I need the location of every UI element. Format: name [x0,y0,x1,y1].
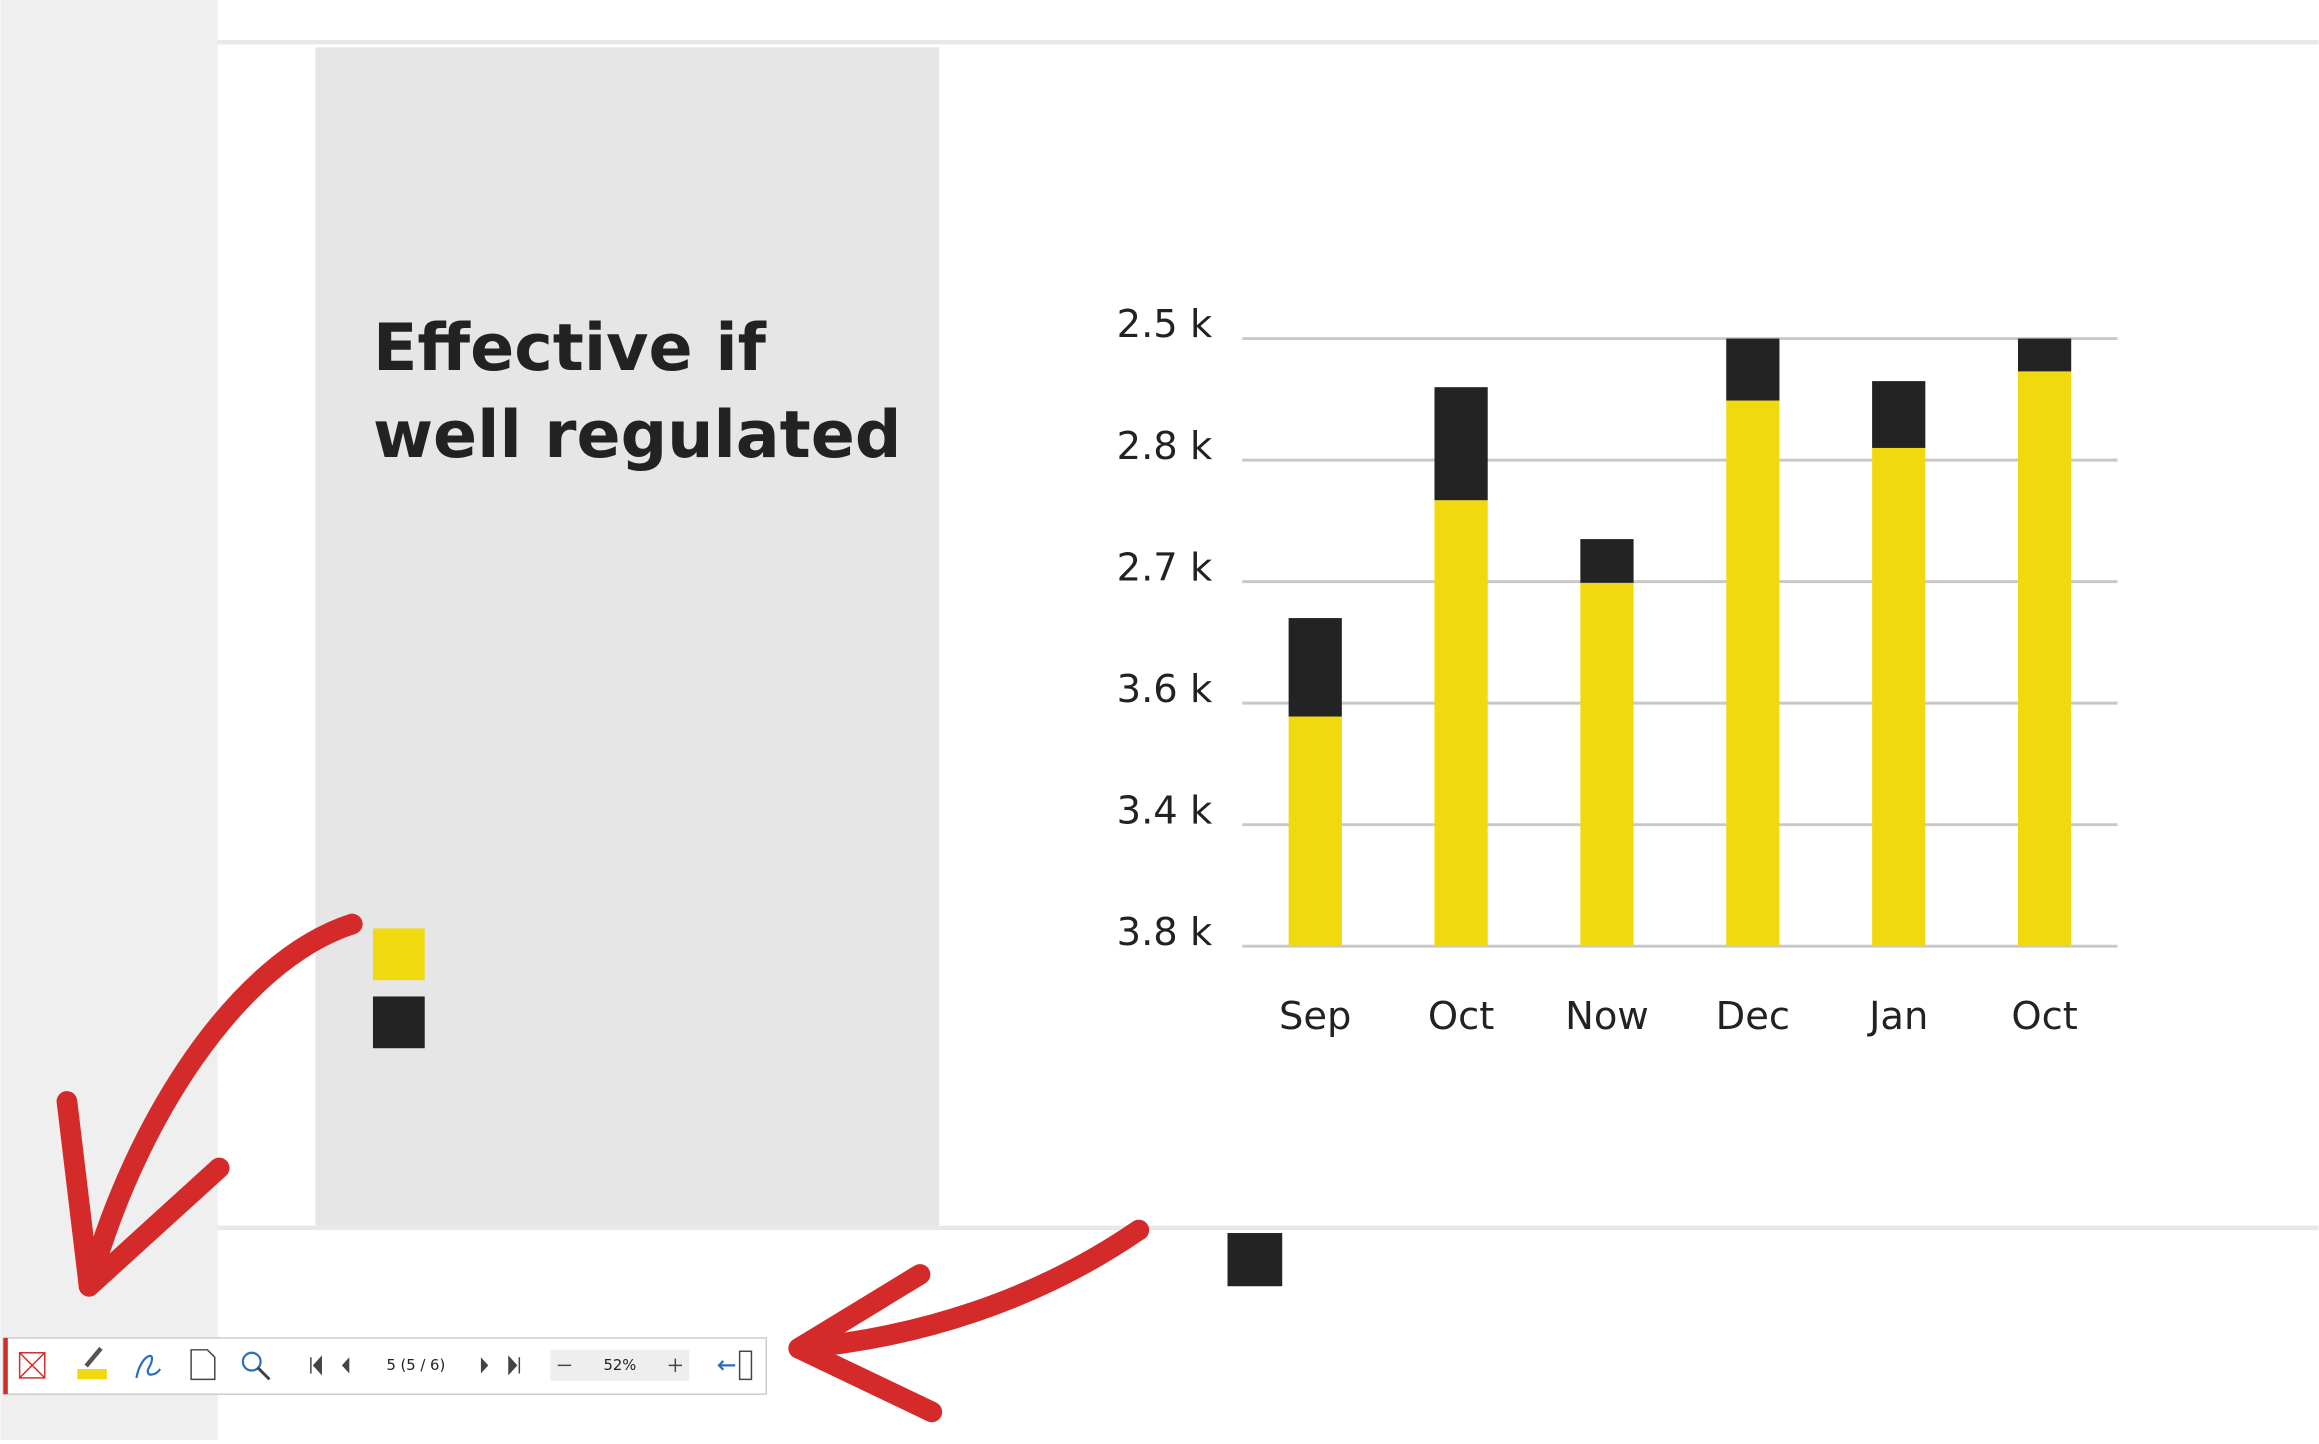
title-line: well regulated [373,398,901,473]
x-tick-label: Oct [1428,994,1494,1039]
x-tick-label: Oct [2011,994,2077,1039]
zoom-level: 52% [603,1357,636,1374]
search-button[interactable] [241,1351,271,1381]
y-tick-label: 2.5 k [1117,302,1213,347]
toolbar: 5 (5 / 6) 52% [2,1337,767,1395]
arrows [56,913,1150,1423]
last-page-button[interactable] [508,1355,521,1376]
y-tick-label: 2.8 k [1117,424,1213,469]
toolbar-accent [3,1337,8,1395]
slide-bottom-edge [217,1225,2319,1231]
arrow [78,913,363,1297]
legend-swatch [372,928,425,981]
arrow-head [56,1091,230,1297]
close-button[interactable] [18,1352,46,1379]
bar-segment [1726,400,1780,947]
x-tick-label: Jan [1867,994,1928,1039]
bar-segment [1580,539,1634,583]
next-button[interactable] [480,1357,489,1374]
bar-segment [1580,582,1634,947]
y-tick-label: 3.4 k [1117,788,1213,833]
collapse-button[interactable] [717,1350,753,1381]
bar-segment [1434,500,1488,947]
chart: 3.8 k 3.4 k 3.6 k 2.7 k 2.8 k 2.5 k Sep Oct Now D… [1117,302,2118,1039]
bar-segment [1726,338,1780,401]
x-tick-label: Dec [1716,994,1790,1039]
y-tick-label: 3.8 k [1117,910,1213,955]
bar-segment [1288,716,1342,947]
bar-segment [1288,618,1342,717]
x-tick-label: Sep [1279,994,1351,1039]
page-button[interactable] [190,1349,216,1381]
bar-segment [1434,387,1488,501]
prev-button[interactable] [341,1357,350,1374]
arrow-head [788,1264,943,1423]
legend-swatch [372,996,425,1049]
pen-button[interactable] [135,1354,162,1379]
arrow [788,1219,1150,1359]
zoom-box [550,1349,690,1381]
bar-segment [1872,447,1926,947]
square [1227,1233,1283,1287]
bar-segment [2017,371,2072,947]
title-line: Effective if [373,311,767,386]
slide-top-edge [217,39,2319,45]
text-panel [315,47,940,1226]
y-tick-label: 2.7 k [1117,545,1213,590]
y-tick-label: 3.6 k [1117,667,1213,712]
zoom-in-button[interactable] [668,1358,682,1372]
bar-segment [1872,381,1926,448]
bar-segment [2017,338,2072,372]
x-tick-label: Now [1565,994,1649,1039]
highlight-button[interactable] [77,1346,107,1380]
first-page-button[interactable] [310,1355,322,1376]
page-indicator: 5 (5 / 6) [386,1357,445,1374]
